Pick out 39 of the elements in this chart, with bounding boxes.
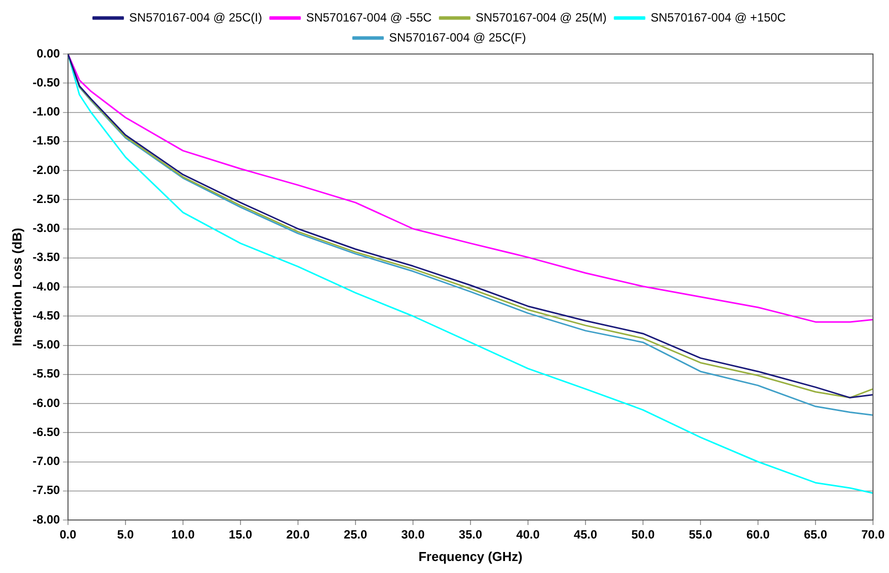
x-tick-label: 30.0 <box>401 528 425 542</box>
y-tick-label: -6.00 <box>32 396 60 410</box>
y-axis-title: Insertion Loss (dB) <box>9 228 24 346</box>
y-tick-label: -5.50 <box>32 366 60 381</box>
y-tick-label: -0.50 <box>32 75 60 90</box>
y-tick-label: 0.00 <box>36 46 60 60</box>
y-tick-label: -4.00 <box>32 279 60 294</box>
y-tick-label: -3.50 <box>32 250 60 264</box>
y-tick-label: -3.00 <box>32 221 60 236</box>
y-tick-label: -7.50 <box>32 483 60 498</box>
legend-label: SN570167-004 @ 25C(I) <box>129 10 262 24</box>
y-tick-label: -4.50 <box>32 308 60 322</box>
x-tick-label: 10.0 <box>171 528 195 542</box>
y-tick-label: -8.00 <box>32 512 60 526</box>
y-tick-label: -1.00 <box>32 104 60 119</box>
x-tick-label: 0.0 <box>60 528 77 542</box>
x-axis-title: Frequency (GHz) <box>418 548 522 564</box>
y-tick-label: -1.50 <box>32 134 60 148</box>
x-tick-label: 25.0 <box>344 528 368 542</box>
y-tick-label: -2.00 <box>32 162 60 177</box>
x-tick-label: 5.0 <box>117 528 134 542</box>
legend-label: SN570167-004 @ 25(M) <box>476 10 607 24</box>
x-tick-label: 55.0 <box>688 528 712 542</box>
x-tick-label: 20.0 <box>286 528 310 542</box>
legend-label: SN570167-004 @ -55C <box>306 10 432 24</box>
x-tick-label: 45.0 <box>574 528 598 542</box>
legend-label: SN570167-004 @ 25C(F) <box>389 30 526 44</box>
legend-label: SN570167-004 @ +150C <box>650 10 786 24</box>
x-tick-label: 60.0 <box>746 528 770 542</box>
x-tick-label: 15.0 <box>228 528 252 542</box>
y-tick-label: -6.50 <box>32 424 60 439</box>
y-tick-label: -2.50 <box>32 192 60 206</box>
y-tick-label: -7.00 <box>32 454 60 468</box>
x-tick-label: 50.0 <box>631 528 655 542</box>
x-tick-label: 70.0 <box>861 528 885 542</box>
y-tick-label: -5.00 <box>32 338 60 352</box>
x-tick-label: 40.0 <box>516 528 540 542</box>
x-tick-label: 65.0 <box>804 528 828 542</box>
x-tick-label: 35.0 <box>458 528 482 542</box>
